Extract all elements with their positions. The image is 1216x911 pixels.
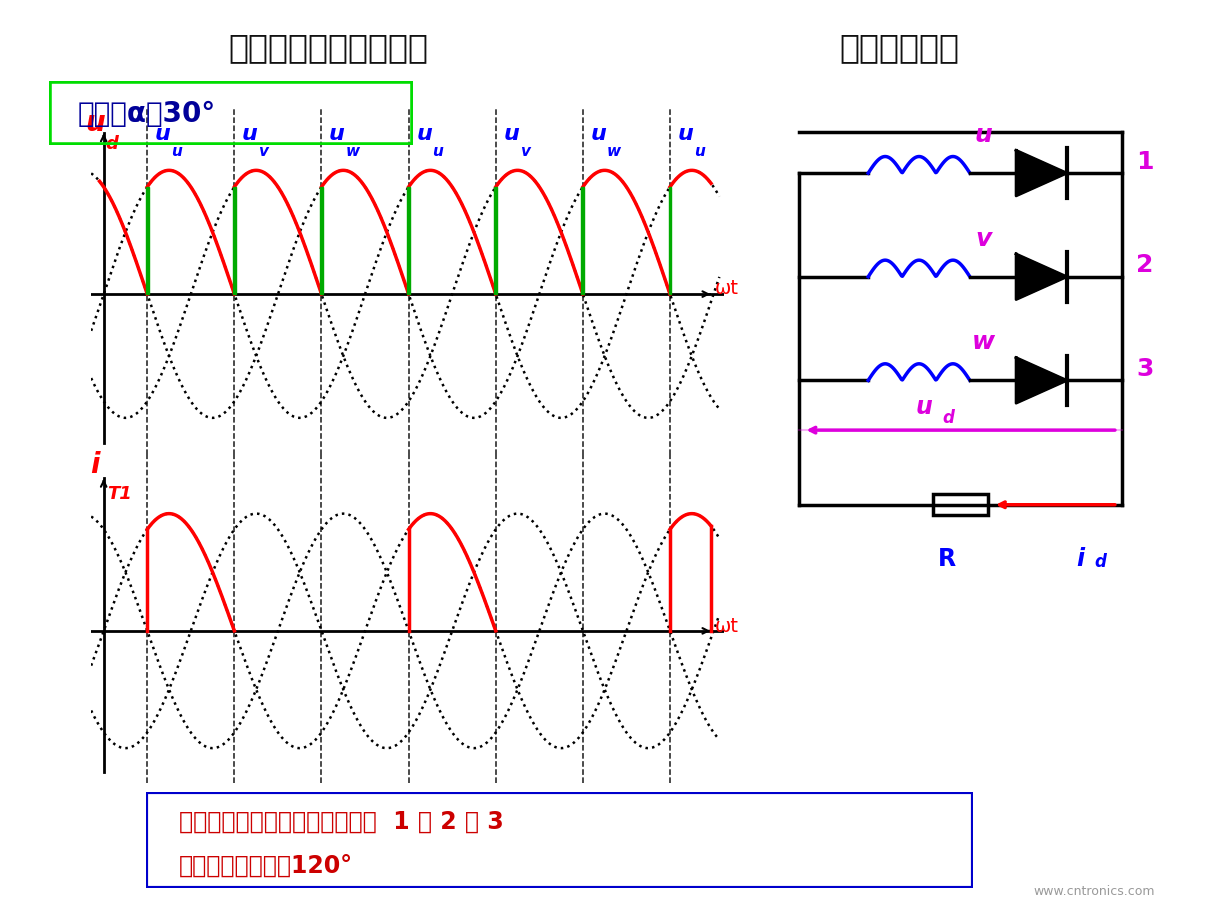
Polygon shape — [1017, 255, 1066, 301]
Text: d: d — [106, 135, 119, 152]
Text: u: u — [242, 124, 258, 144]
Text: u: u — [591, 124, 607, 144]
Text: 控制角α＝30°: 控制角α＝30° — [78, 100, 216, 128]
Text: i: i — [90, 451, 100, 479]
Text: u: u — [433, 144, 444, 159]
Text: www.cntronics.com: www.cntronics.com — [1034, 885, 1155, 897]
Text: 3: 3 — [1136, 356, 1154, 381]
Text: ωt: ωt — [714, 616, 738, 635]
Text: 三相半波可控整流电路: 三相半波可控整流电路 — [229, 31, 428, 65]
Text: T1: T1 — [107, 485, 131, 502]
Text: u: u — [416, 124, 432, 144]
Text: ωt: ωt — [714, 279, 738, 298]
Text: u: u — [694, 144, 705, 159]
Bar — [669, 188, 671, 295]
Text: 纯电阻性负载: 纯电阻性负载 — [840, 31, 959, 65]
Bar — [233, 188, 236, 295]
Bar — [407, 188, 410, 295]
Text: u: u — [503, 124, 519, 144]
Text: 1: 1 — [1136, 149, 1154, 173]
Polygon shape — [1017, 358, 1066, 404]
Text: 2: 2 — [1136, 253, 1154, 277]
Text: w: w — [607, 144, 621, 159]
Text: v: v — [975, 227, 992, 251]
Text: w: w — [972, 330, 996, 354]
Text: u: u — [916, 394, 933, 418]
Text: d: d — [1094, 553, 1107, 571]
Bar — [933, 495, 989, 516]
Text: u: u — [171, 144, 182, 159]
Bar — [320, 188, 323, 295]
Bar — [581, 188, 585, 295]
Text: u: u — [154, 124, 170, 144]
Text: 晶闸管导通角仍为120°: 晶闸管导通角仍为120° — [179, 853, 353, 876]
Text: u: u — [85, 108, 106, 137]
Text: u: u — [677, 124, 693, 144]
Text: d: d — [942, 408, 955, 426]
Text: i: i — [1076, 547, 1085, 570]
Bar — [146, 188, 148, 295]
Text: u: u — [330, 124, 345, 144]
Polygon shape — [1017, 151, 1066, 197]
Bar — [494, 188, 497, 295]
Text: 电流处于连续与断续的临界点，  1 、 2 、 3: 电流处于连续与断续的临界点， 1 、 2 、 3 — [179, 809, 503, 834]
Text: R: R — [938, 547, 956, 570]
Text: v: v — [258, 144, 269, 159]
Text: v: v — [519, 144, 530, 159]
Text: w: w — [345, 144, 360, 159]
Text: u: u — [975, 123, 992, 147]
